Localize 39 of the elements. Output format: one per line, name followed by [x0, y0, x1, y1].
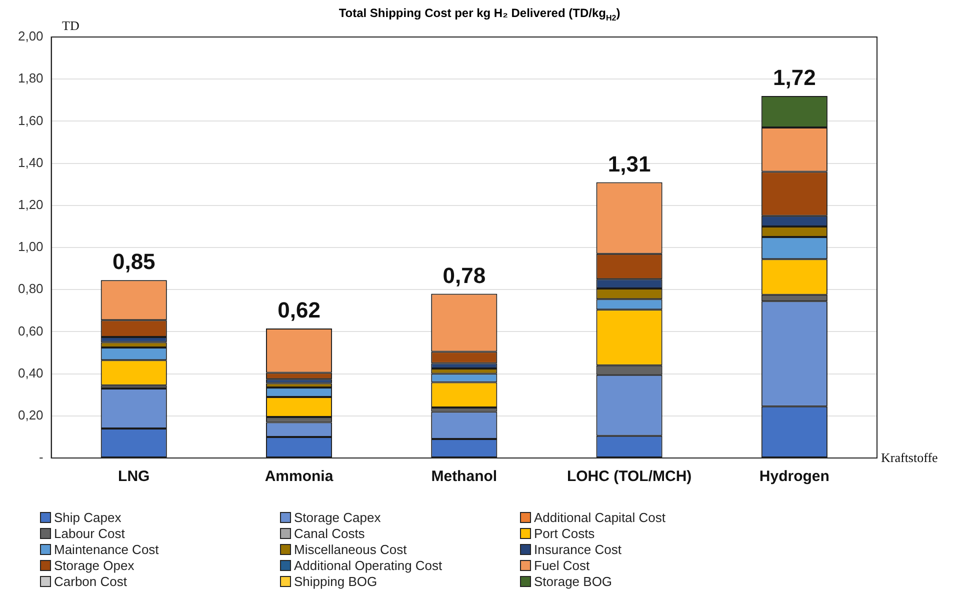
x-tick-label: LNG: [118, 468, 150, 486]
y-tick-label: 0,40: [18, 365, 44, 380]
y-tick-label: 1,40: [18, 154, 44, 170]
y-tick-label: -: [38, 450, 44, 465]
legend-label: Insurance Cost: [534, 542, 622, 556]
legend-label: Canal Costs: [294, 526, 365, 540]
y-axis-title: TD: [62, 18, 80, 33]
legend-label: Additional Capital Cost: [534, 510, 666, 524]
legend-label: Storage BOG: [534, 574, 612, 588]
legend-label: Fuel Cost: [534, 558, 590, 572]
x-tick-label: LOHC (TOL/MCH): [566, 468, 692, 486]
y-tick-label: 0,20: [18, 407, 44, 422]
total-label: 1,31: [608, 151, 651, 176]
chart-title: Total Shipping Cost per kg H₂ Delivered (TD/kg$_{H2}$): [338, 6, 620, 22]
legend-label: Port Costs: [534, 526, 595, 540]
legend-label: Carbon Cost: [54, 574, 127, 588]
legend-label: Maintenance Cost: [54, 542, 159, 556]
total-label: 0,62: [278, 298, 320, 323]
y-tick-label: 1,20: [18, 196, 44, 212]
legend-label: Storage Capex: [294, 510, 381, 524]
x-tick-label: Ammonia: [264, 468, 334, 486]
legend-label: Additional Operating Cost: [294, 558, 442, 572]
y-tick-label: 1,80: [18, 70, 44, 86]
legend-label: Shipping BOG: [294, 574, 378, 588]
y-tick-label: 2,00: [18, 28, 44, 44]
y-tick-label: 0,60: [18, 323, 44, 338]
x-tick-label: Methanol: [431, 468, 498, 486]
y-tick-label: 0,80: [18, 281, 44, 296]
total-label: 0,78: [442, 262, 486, 288]
total-label: 0,85: [112, 249, 156, 274]
legend-label: Storage Opex: [54, 558, 134, 572]
x-axis-title: Kraftstoffe: [881, 450, 938, 465]
legend-label: Miscellaneous Cost: [294, 542, 407, 556]
y-tick-label: 1,60: [18, 112, 44, 128]
x-tick-label: Hydrogen: [759, 468, 830, 486]
y-tick-label: 1,00: [18, 239, 44, 254]
total-label: 1,72: [773, 65, 816, 90]
legend-label: Ship Capex: [54, 510, 122, 524]
legend-label: Labour Cost: [54, 526, 125, 540]
